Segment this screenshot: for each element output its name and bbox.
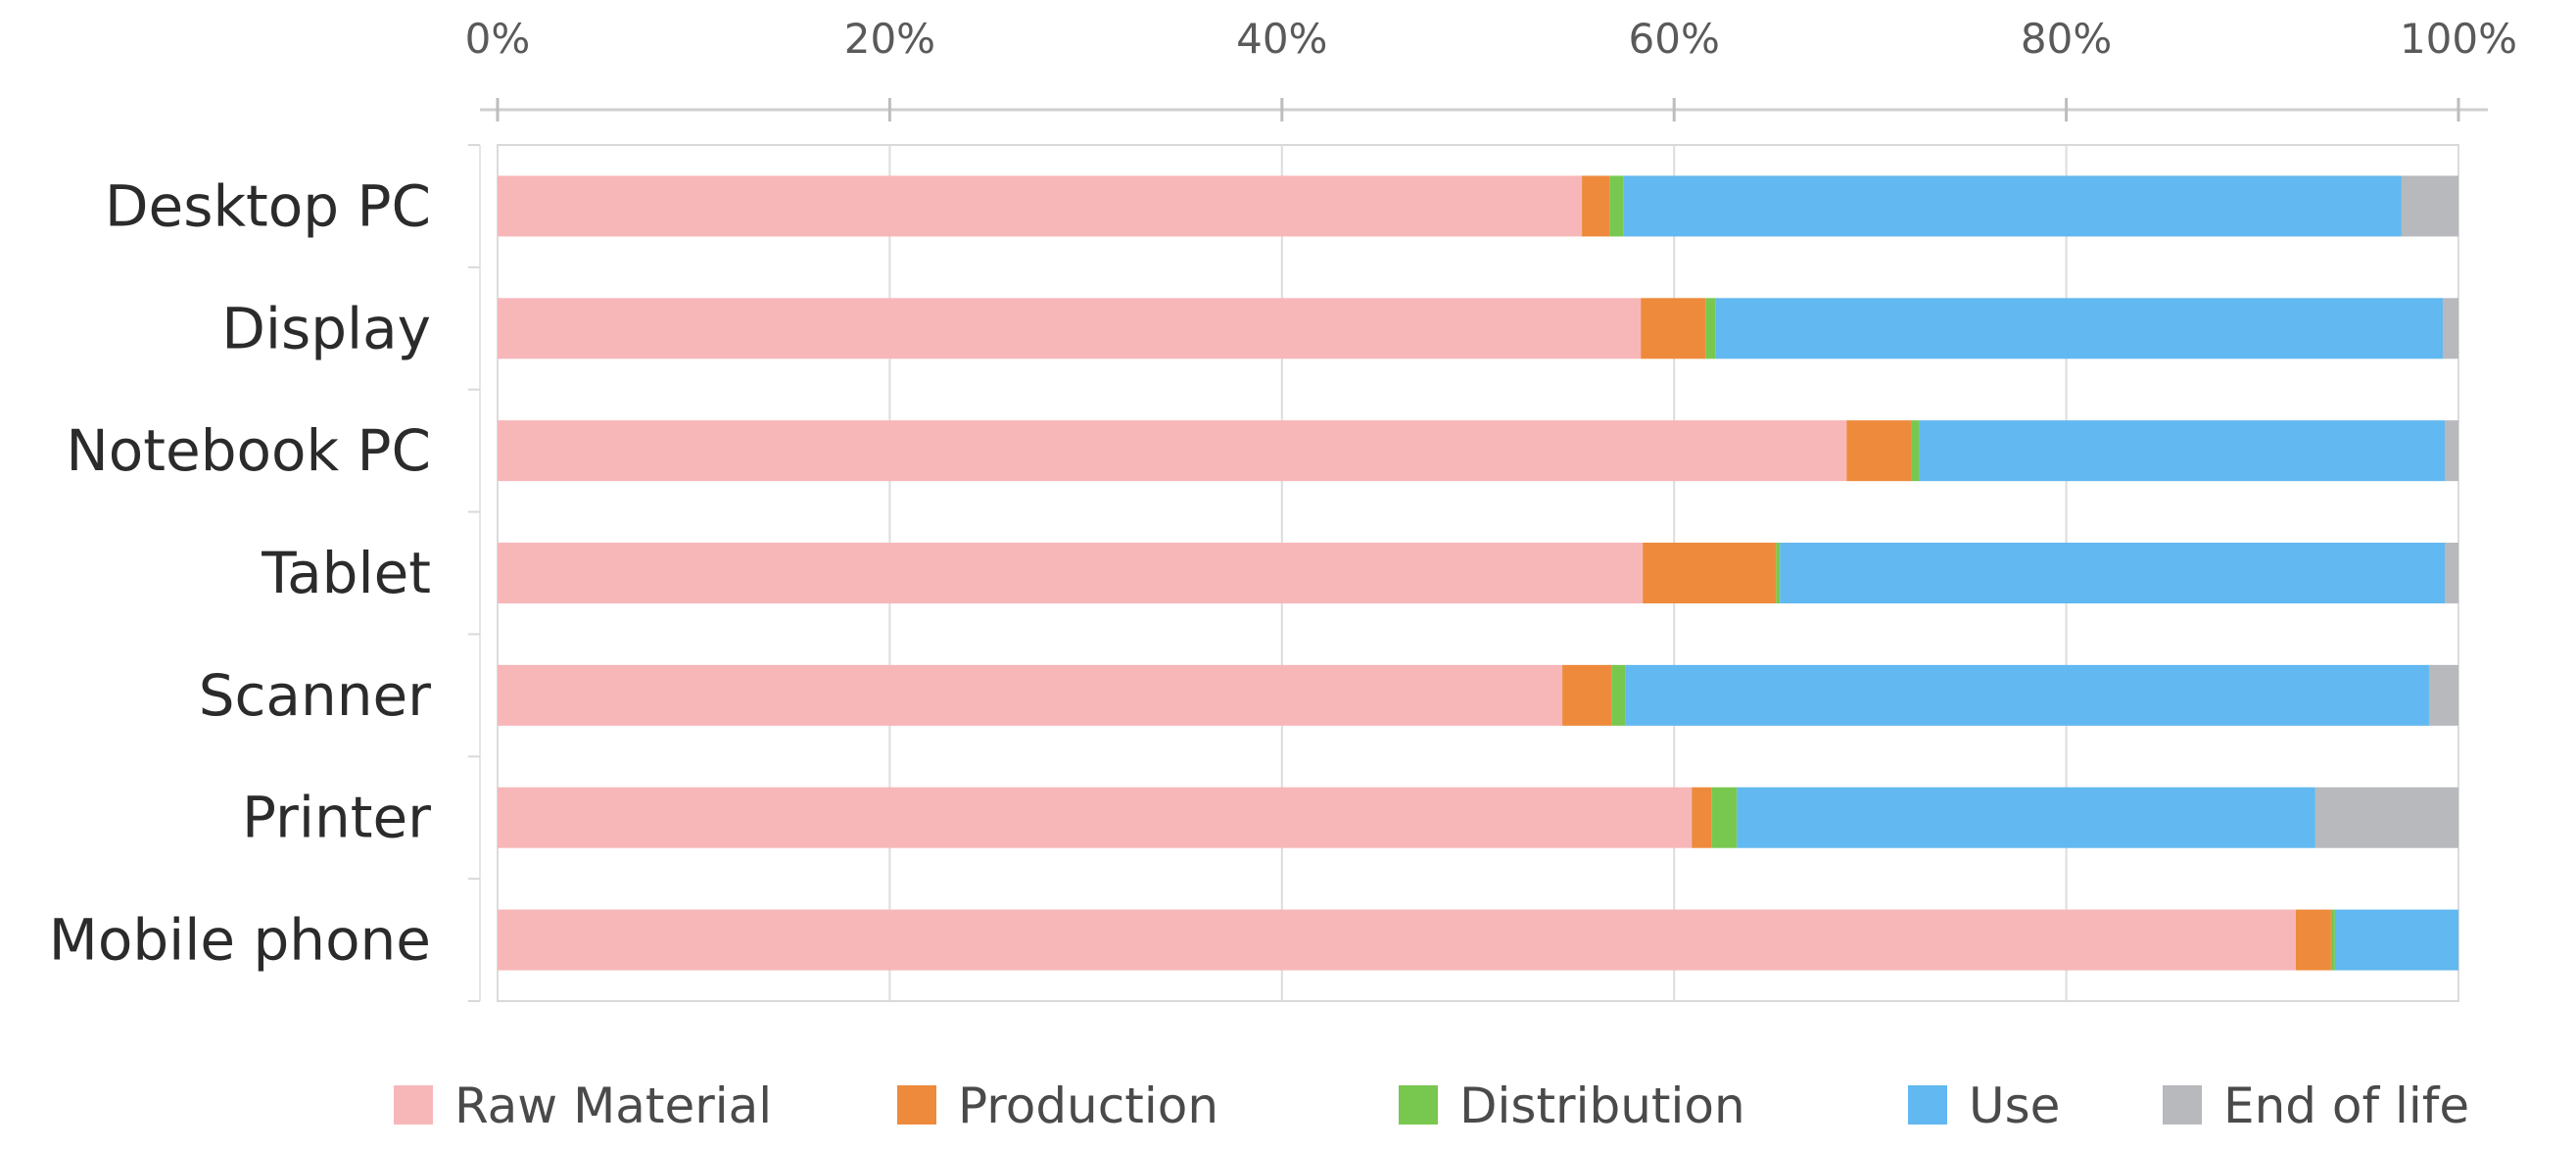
legend-label: Raw Material xyxy=(454,1077,772,1134)
bar-segment-distribution xyxy=(1609,175,1624,237)
bar-segment-raw-material xyxy=(498,787,1693,848)
bar-segment-end-of-life xyxy=(2442,298,2458,359)
bar-segment-end-of-life xyxy=(2428,664,2458,726)
legend-swatch xyxy=(897,1085,936,1125)
bar-segment-raw-material xyxy=(498,543,1644,603)
category-label: Printer xyxy=(242,785,431,851)
bar-segment-distribution xyxy=(1611,664,1626,726)
bar-segment-distribution xyxy=(1776,543,1781,603)
category-label: Display xyxy=(221,295,431,361)
legend-label: Distribution xyxy=(1459,1077,1745,1134)
bar-segment-distribution xyxy=(1711,787,1738,848)
bar-segment-raw-material xyxy=(498,175,1583,237)
bar-segment-production xyxy=(1643,543,1777,603)
bar-segment-distribution xyxy=(1705,298,1716,359)
bar-segment-raw-material xyxy=(498,909,2296,971)
bar-segment-use xyxy=(1625,664,2429,726)
legend-label: Use xyxy=(1969,1077,2060,1134)
x-tick-label: 40% xyxy=(1236,15,1327,63)
category-label: Scanner xyxy=(199,662,431,729)
bar-segment-raw-material xyxy=(498,420,1847,482)
legend-swatch xyxy=(2163,1085,2202,1125)
x-tick-label: 0% xyxy=(465,15,531,63)
bar-segment-end-of-life xyxy=(2444,543,2458,603)
bar-segment-raw-material xyxy=(498,298,1642,359)
bar-segment-use xyxy=(1737,787,2315,848)
bar-segment-production xyxy=(2295,909,2331,971)
bar-segment-raw-material xyxy=(498,664,1563,726)
bar-segment-distribution xyxy=(1911,420,1920,482)
category-label: Notebook PC xyxy=(66,417,431,484)
bar-segment-production xyxy=(1641,298,1706,359)
bar-segment-use xyxy=(1919,420,2445,482)
x-tick-label: 60% xyxy=(1629,15,1720,63)
bar-segment-end-of-life xyxy=(2314,787,2458,848)
x-tick-label: 100% xyxy=(2400,15,2517,63)
legend-swatch xyxy=(394,1085,433,1125)
x-tick-label: 20% xyxy=(844,15,935,63)
category-label: Desktop PC xyxy=(105,172,431,239)
bar-segment-production xyxy=(1582,175,1610,237)
bar-segment-production xyxy=(1562,664,1612,726)
bar-segment-distribution xyxy=(2330,909,2335,971)
legend-swatch xyxy=(1399,1085,1438,1125)
x-tick-label: 80% xyxy=(2021,15,2112,63)
bar-segment-use xyxy=(2334,909,2458,971)
bar-segment-use xyxy=(1623,175,2402,237)
bar-segment-end-of-life xyxy=(2444,420,2458,482)
category-label: Mobile phone xyxy=(49,907,431,974)
bar-segment-end-of-life xyxy=(2401,175,2458,237)
legend-label: Production xyxy=(958,1077,1218,1134)
bar-segment-production xyxy=(1692,787,1712,848)
legend-label: End of life xyxy=(2223,1077,2469,1134)
category-label: Tablet xyxy=(261,540,431,606)
bar-segment-use xyxy=(1715,298,2443,359)
bar-segment-production xyxy=(1846,420,1912,482)
bar-segment-use xyxy=(1780,543,2445,603)
legend-swatch xyxy=(1908,1085,1947,1125)
